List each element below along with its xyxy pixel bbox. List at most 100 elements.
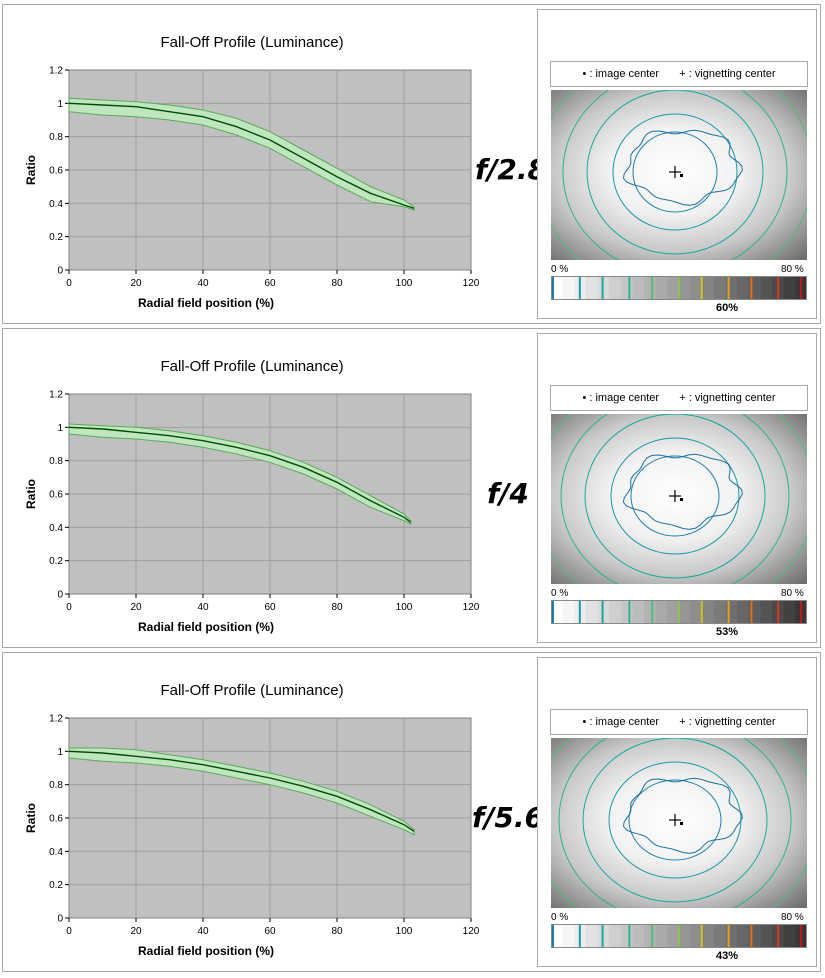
x-axis-label: Radial field position (%) bbox=[138, 620, 274, 634]
falloff-chart-2: Fall-Off Profile (Luminance) 0 0.2 0.4 0.6 0.… bbox=[24, 358, 480, 634]
y-axis-label: Ratio bbox=[24, 803, 38, 833]
x-tick-label: 0 bbox=[66, 602, 72, 613]
vignetting-contour bbox=[628, 779, 722, 861]
mean-profile-line bbox=[68, 750, 415, 832]
scale-cell bbox=[632, 924, 645, 948]
scale-cell bbox=[690, 924, 703, 948]
scale-cell bbox=[655, 924, 668, 948]
scale-border bbox=[551, 600, 807, 624]
vignetting-map bbox=[551, 738, 807, 908]
image-center-marker-icon: • bbox=[582, 392, 587, 404]
scale-cell bbox=[690, 600, 703, 624]
scale-cell bbox=[655, 276, 668, 300]
vignetting-panel: • : image center + : vignetting center 0… bbox=[537, 333, 817, 643]
x-tick-label: 20 bbox=[130, 602, 142, 613]
x-tick-label: 60 bbox=[264, 278, 276, 289]
vignetting-center-marker-icon: + bbox=[679, 716, 686, 728]
vignetting-legend: • : image center + : vignetting center bbox=[550, 709, 808, 735]
scale-cell bbox=[667, 276, 680, 300]
image-center-marker-icon: • bbox=[582, 68, 587, 80]
scale-max-label: 80 % bbox=[781, 588, 804, 599]
scale-cell bbox=[562, 924, 575, 948]
scale-cell bbox=[644, 600, 657, 624]
scale-cell bbox=[597, 600, 610, 624]
x-axis-label: Radial field position (%) bbox=[138, 296, 274, 310]
profile-row-3: Fall-Off Profile (Luminance) 0 0.2 0.4 0.6 0.… bbox=[2, 652, 821, 972]
vignetting-percent: 53% bbox=[715, 626, 739, 638]
y-tick-label: 0.4 bbox=[49, 523, 63, 534]
image-center-legend-text: : image center bbox=[589, 68, 660, 80]
variance-band bbox=[68, 97, 415, 211]
scale-max-label: 80 % bbox=[781, 264, 804, 275]
scale-cell bbox=[667, 600, 680, 624]
scale-cell bbox=[702, 924, 715, 948]
image-center-icon bbox=[680, 498, 683, 501]
y-tick-label: 0.6 bbox=[49, 814, 63, 825]
vignetting-contour bbox=[562, 90, 788, 260]
y-tick-label: 0.6 bbox=[49, 490, 63, 501]
vignetting-contour bbox=[558, 738, 792, 908]
x-axis-label: Radial field position (%) bbox=[138, 944, 274, 958]
vignetting-center-legend-text: : vignetting center bbox=[688, 68, 776, 80]
y-tick-label: 1 bbox=[57, 423, 63, 434]
scale-cell bbox=[632, 600, 645, 624]
vignetting-percent: 60% bbox=[715, 302, 739, 314]
scale-cell bbox=[760, 924, 773, 948]
scale-cell bbox=[783, 600, 796, 624]
scale-cell bbox=[551, 600, 564, 624]
x-tick-label: 120 bbox=[463, 602, 480, 613]
vignetting-contour-inner bbox=[622, 129, 743, 206]
scale-cell bbox=[725, 276, 738, 300]
scale-cell bbox=[620, 600, 633, 624]
scale-border bbox=[551, 924, 807, 948]
scale-cell bbox=[783, 276, 796, 300]
chart-title: Fall-Off Profile (Luminance) bbox=[160, 682, 343, 699]
scale-cell bbox=[632, 276, 645, 300]
profile-row-2: Fall-Off Profile (Luminance) 0 0.2 0.4 0.6 0.… bbox=[2, 328, 821, 648]
vignetting-legend: • : image center + : vignetting center bbox=[550, 61, 808, 87]
scale-cell bbox=[562, 600, 575, 624]
y-axis-label: Ratio bbox=[24, 155, 38, 185]
scale-cell bbox=[679, 600, 692, 624]
scale-cell bbox=[760, 600, 773, 624]
vignetting-panel: • : image center + : vignetting center 0… bbox=[537, 9, 817, 319]
x-tick-label: 120 bbox=[463, 278, 480, 289]
y-tick-label: 0.8 bbox=[49, 456, 63, 467]
scale-cell bbox=[725, 924, 738, 948]
scale-cell bbox=[597, 276, 610, 300]
scale-cell bbox=[620, 276, 633, 300]
vignetting-map bbox=[551, 414, 807, 584]
y-axis-label: Ratio bbox=[24, 479, 38, 509]
mean-profile-line bbox=[68, 102, 415, 209]
scale-max-label: 80 % bbox=[781, 912, 804, 923]
x-tick-label: 60 bbox=[264, 602, 276, 613]
y-tick-label: 1 bbox=[57, 747, 63, 758]
y-tick-label: 0.6 bbox=[49, 166, 63, 177]
scale-cell bbox=[737, 276, 750, 300]
vignetting-heatmap bbox=[551, 414, 807, 584]
aperture-label: f/4 bbox=[487, 477, 529, 510]
scale-cell bbox=[737, 600, 750, 624]
scale-cell bbox=[562, 276, 575, 300]
scale-cell bbox=[760, 276, 773, 300]
y-tick-label: 0.2 bbox=[49, 232, 63, 243]
scale-cell bbox=[644, 276, 657, 300]
scale-cell bbox=[667, 924, 680, 948]
y-tick-label: 0.8 bbox=[49, 132, 63, 143]
scale-cell bbox=[702, 276, 715, 300]
image-center-legend-text: : image center bbox=[589, 716, 660, 728]
vignetting-heatmap bbox=[551, 90, 807, 260]
x-tick-label: 100 bbox=[396, 926, 413, 937]
vignetting-contour bbox=[584, 414, 766, 579]
scale-cell bbox=[585, 600, 599, 624]
vignetting-scale-bar bbox=[551, 600, 807, 624]
vignetting-contour bbox=[582, 738, 768, 903]
falloff-chart-1: Fall-Off Profile (Luminance) 0 0.2 0.4 0.6 0.… bbox=[24, 34, 480, 310]
vignetting-contour bbox=[632, 131, 718, 213]
y-tick-label: 0.8 bbox=[49, 780, 63, 791]
scale-cell bbox=[609, 924, 622, 948]
y-tick-label: 0.4 bbox=[49, 847, 63, 858]
mean-profile-line bbox=[68, 426, 412, 523]
scale-cell bbox=[655, 600, 668, 624]
image-center-icon bbox=[680, 174, 683, 177]
